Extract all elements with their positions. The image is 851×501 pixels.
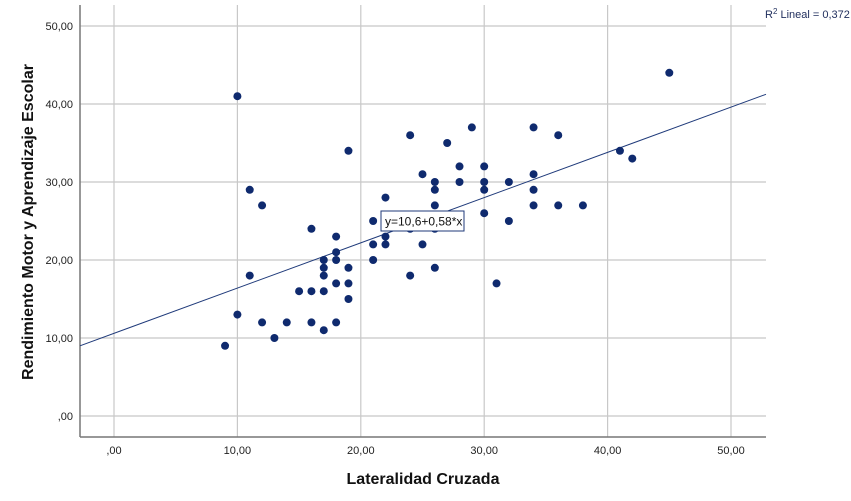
equation-label: y=10,6+0,58*x — [380, 210, 465, 232]
data-point — [554, 131, 563, 140]
data-point — [406, 271, 415, 280]
data-point — [480, 178, 489, 186]
x-tick-label: 10,00 — [224, 445, 252, 457]
equation-box — [380, 210, 465, 232]
axes — [79, 5, 766, 438]
x-tick-label: 30,00 — [470, 445, 498, 457]
data-point — [307, 318, 316, 327]
y-tick-label: 40,00 — [45, 99, 73, 111]
data-point — [504, 217, 513, 225]
y-tick-label: 30,00 — [45, 177, 73, 189]
data-point — [344, 263, 353, 272]
data-point — [369, 256, 378, 264]
data-point — [381, 232, 390, 241]
r-squared-label: R2 Lineal = 0,372 — [765, 7, 850, 21]
data-points — [221, 68, 674, 350]
data-point — [529, 170, 538, 179]
gridlines — [80, 5, 766, 437]
data-point — [504, 178, 513, 186]
data-point — [258, 318, 267, 327]
x-tick-labels: ,00 10,00 20,00 30,00 40,00 50,00 — [106, 445, 744, 457]
data-point — [319, 271, 328, 280]
data-point — [455, 178, 464, 186]
equation-text: y=10,6+0,58*x — [385, 215, 462, 229]
y-tick-labels: ,00 10,00 20,00 30,00 40,00 50,00 — [45, 21, 73, 423]
data-point — [430, 178, 439, 186]
data-point — [319, 287, 328, 296]
data-point — [529, 123, 538, 132]
y-tick-label: ,00 — [58, 411, 73, 423]
data-point — [480, 209, 489, 218]
data-point — [332, 318, 341, 327]
data-point — [492, 279, 501, 288]
data-point — [418, 240, 427, 249]
data-point — [467, 123, 476, 132]
data-point — [480, 162, 489, 171]
data-point — [430, 185, 439, 194]
data-point — [480, 185, 489, 194]
data-point — [381, 193, 390, 202]
data-point — [529, 185, 538, 194]
data-point — [455, 162, 464, 171]
x-axis-title: Lateralidad Cruzada — [347, 471, 500, 488]
data-point — [221, 341, 230, 350]
data-point — [270, 334, 279, 342]
data-point — [529, 201, 538, 210]
x-tick-label: 20,00 — [347, 445, 375, 457]
data-point — [554, 201, 563, 210]
data-point — [578, 201, 587, 210]
data-point — [233, 92, 242, 101]
data-point — [233, 310, 242, 319]
data-point — [344, 146, 353, 155]
data-point — [332, 279, 341, 288]
data-point — [307, 287, 316, 296]
data-point — [332, 248, 341, 257]
data-point — [369, 217, 378, 225]
data-point — [307, 224, 316, 233]
y-tick-label: 50,00 — [45, 21, 73, 33]
data-point — [430, 263, 439, 272]
data-point — [319, 263, 328, 272]
data-point — [369, 240, 378, 249]
data-point — [381, 240, 390, 249]
data-point — [430, 201, 439, 210]
data-point — [665, 68, 674, 77]
data-point — [319, 326, 328, 335]
data-point — [245, 271, 254, 280]
data-point — [406, 131, 415, 140]
data-point — [344, 279, 353, 288]
data-point — [245, 185, 254, 194]
data-point — [258, 201, 267, 210]
x-tick-label: 50,00 — [717, 445, 745, 457]
data-point — [282, 318, 291, 327]
x-tick-label: 40,00 — [594, 445, 622, 457]
y-tick-label: 10,00 — [45, 333, 73, 345]
x-tick-label: ,00 — [106, 445, 121, 457]
data-point — [615, 146, 624, 155]
data-point — [344, 295, 353, 303]
data-point — [418, 170, 427, 179]
data-point — [443, 139, 452, 147]
data-point — [295, 287, 304, 296]
data-point — [628, 154, 637, 163]
data-point — [332, 256, 341, 264]
data-point — [319, 256, 328, 264]
y-tick-label: 20,00 — [45, 255, 73, 267]
data-point — [332, 232, 341, 241]
y-axis-title: Rendimiento Motor y Aprendizaje Escolar — [20, 64, 37, 380]
